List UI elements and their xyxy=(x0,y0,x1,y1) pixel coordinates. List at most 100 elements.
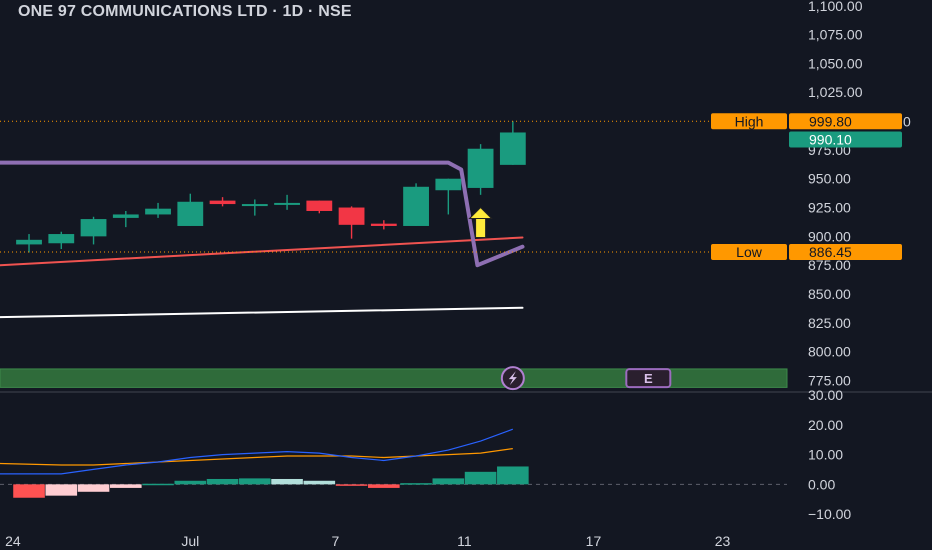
earnings-badge-box xyxy=(625,368,672,389)
candle-body xyxy=(112,214,139,218)
candle[interactable] xyxy=(403,183,429,226)
candle-body xyxy=(338,207,365,225)
candle[interactable] xyxy=(499,121,526,165)
low-tag-value-bg xyxy=(789,243,902,260)
histogram-bar xyxy=(13,484,45,498)
candle[interactable] xyxy=(48,231,75,250)
high-tag-label: High xyxy=(735,113,764,129)
candle-body xyxy=(241,204,268,207)
low-tag-label: Low xyxy=(736,244,763,260)
time-axis[interactable]: 24 Jul 7 11 17 23 xyxy=(5,533,730,549)
candle-body xyxy=(306,200,333,211)
price-tick-label: 875.00 xyxy=(808,257,851,273)
moving-average-layer xyxy=(0,160,525,319)
indicator-tick-label: 20.00 xyxy=(808,417,843,433)
last-price-tag-value: 990.10 xyxy=(809,131,852,147)
indicator-axis[interactable]: 30.00 20.00 10.00 0.00 −10.00 xyxy=(808,387,851,522)
candle-body xyxy=(403,186,429,226)
time-tick-label: Jul xyxy=(181,533,199,549)
arrow-head xyxy=(468,206,493,220)
candle[interactable] xyxy=(241,199,268,216)
price-tick-label: 950.00 xyxy=(808,171,851,187)
lightning-event-icon[interactable] xyxy=(500,366,525,391)
histogram-bar xyxy=(497,466,529,485)
candle[interactable] xyxy=(177,193,204,226)
arrow-shaft xyxy=(475,217,487,239)
histogram-bar xyxy=(45,484,78,496)
candle[interactable] xyxy=(145,202,171,218)
histogram-bar xyxy=(303,480,336,485)
chart-title: ONE 97 COMMUNICATIONS LTD · 1D · NSE xyxy=(18,3,352,20)
time-tick-label: 23 xyxy=(715,533,731,549)
time-tick-label: 24 xyxy=(5,533,21,549)
candle-body xyxy=(467,148,494,188)
candle[interactable] xyxy=(467,144,494,195)
histogram-bar xyxy=(335,484,368,486)
signal-line xyxy=(0,448,513,466)
time-tick-label: 11 xyxy=(457,533,472,549)
high-tag-value-bg xyxy=(789,113,902,130)
candle-body xyxy=(435,178,462,191)
price-tick-label: 1,025.00 xyxy=(808,84,863,100)
lightning-glyph xyxy=(508,371,517,386)
earnings-badge-label: E xyxy=(644,371,653,386)
indicator-tick-label: 0.00 xyxy=(808,476,835,492)
price-tick-label: 825.00 xyxy=(808,315,851,331)
earnings-event-icon[interactable]: E xyxy=(625,368,672,389)
histogram-bar xyxy=(142,483,174,486)
candle-body xyxy=(274,202,300,205)
up-arrow-icon xyxy=(468,206,493,239)
candle-body xyxy=(16,239,42,245)
event-band-layer xyxy=(0,368,788,388)
candle[interactable] xyxy=(112,210,139,228)
candle[interactable] xyxy=(274,194,300,210)
high-tag-value: 999.80 xyxy=(809,113,852,129)
event-band xyxy=(0,368,788,388)
price-tick-label: 850.00 xyxy=(808,286,851,302)
candles-layer[interactable] xyxy=(16,121,526,253)
price-tick-label: 925.00 xyxy=(808,200,851,216)
candle[interactable] xyxy=(16,234,42,253)
red-moving-average xyxy=(0,236,524,267)
histogram-bar xyxy=(77,484,110,492)
low-price-tag: Low 886.45 xyxy=(711,244,902,260)
histogram-bar xyxy=(239,478,271,485)
candle[interactable] xyxy=(435,178,462,215)
price-tick-label: 1,075.00 xyxy=(808,27,863,43)
candle[interactable] xyxy=(209,197,236,207)
time-tick-label: 17 xyxy=(586,533,602,549)
overlay-layer: E xyxy=(0,120,787,391)
indicator-tick-label: −10.00 xyxy=(808,506,851,522)
price-tick-label: 775.00 xyxy=(808,372,851,388)
candle-body xyxy=(48,234,75,244)
purple-projection-line xyxy=(0,160,525,268)
histogram-bar xyxy=(368,484,400,488)
price-tick-label: 900.00 xyxy=(808,228,851,244)
high-price-tag: High 999.80 xyxy=(711,113,902,130)
histogram-bar xyxy=(271,478,303,485)
histogram-bar xyxy=(432,478,465,485)
price-tick-label: 1,050.00 xyxy=(808,55,863,71)
candle[interactable] xyxy=(370,220,397,230)
candle[interactable] xyxy=(80,216,107,245)
indicator-layer xyxy=(0,428,787,498)
candle[interactable] xyxy=(338,206,365,239)
candle-body xyxy=(80,219,107,237)
histogram-bar xyxy=(174,480,207,485)
price-axis-partial-label: 0 xyxy=(903,113,911,129)
candle-body xyxy=(209,200,236,205)
histogram-bar xyxy=(109,484,142,488)
white-moving-average xyxy=(0,306,524,319)
macd-line xyxy=(0,428,514,475)
histogram-bar xyxy=(400,483,432,485)
histogram-bar xyxy=(464,471,497,485)
indicator-tick-label: 30.00 xyxy=(808,387,843,403)
histogram-bar xyxy=(206,478,239,485)
price-tick-label: 800.00 xyxy=(808,344,851,360)
low-tag-label-bg xyxy=(711,243,787,260)
price-tags-layer: High 999.80 0 Low 886.45 990.10 xyxy=(711,113,911,260)
candle[interactable] xyxy=(306,200,333,214)
low-tag-value: 886.45 xyxy=(809,244,852,260)
